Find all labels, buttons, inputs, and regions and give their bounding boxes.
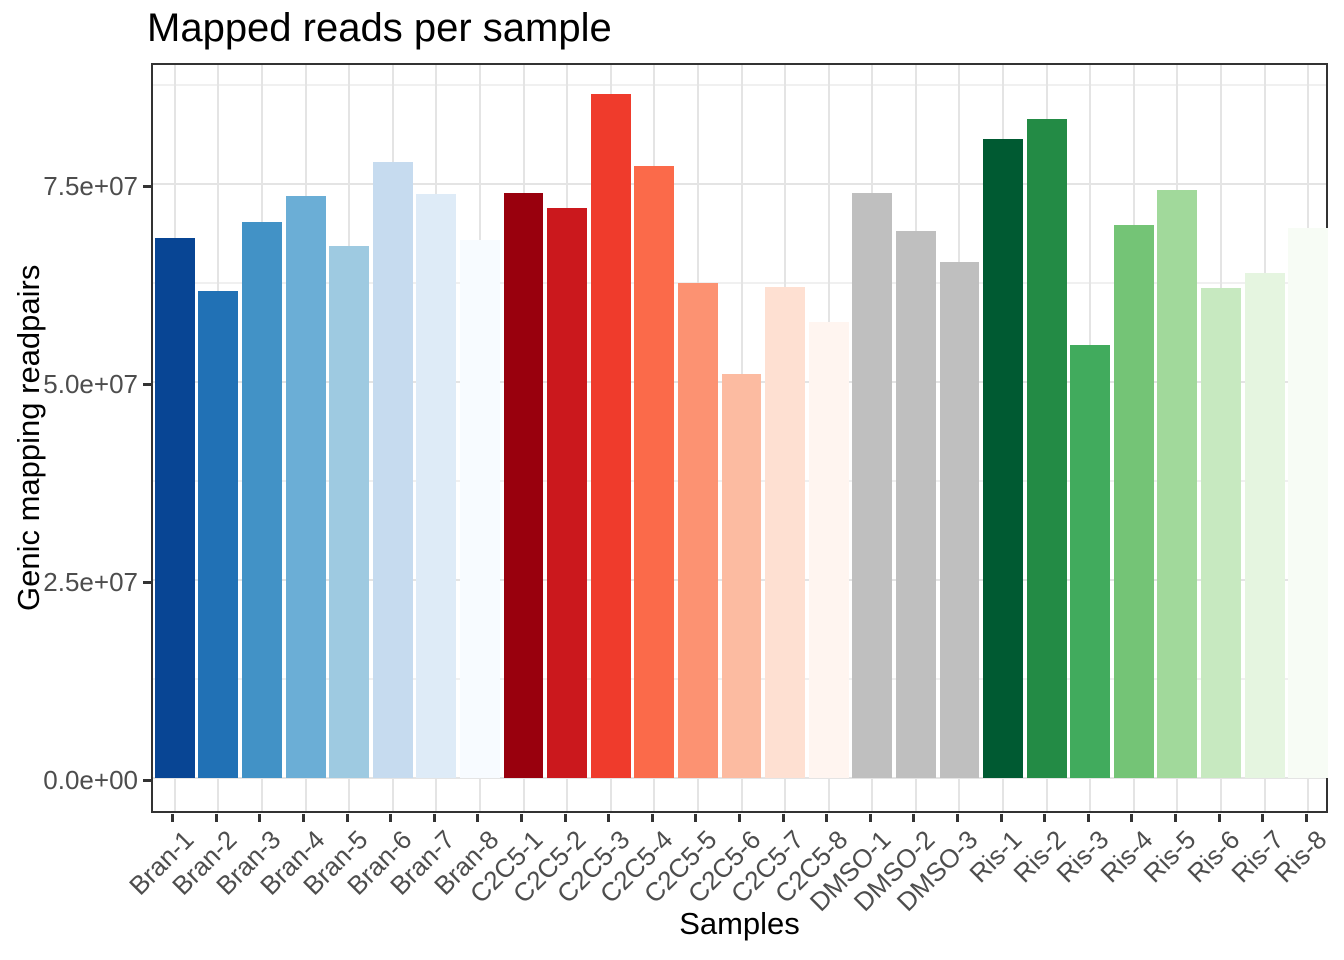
x-tick-mark [1173,814,1177,822]
gridline-major [153,182,1326,185]
bar-C2C5-6 [721,373,762,778]
bar-Ris-2 [1026,118,1067,778]
bar-DMSO-3 [939,262,980,778]
bar-Bran-7 [416,194,457,778]
bar-C2C5-1 [503,192,544,778]
y-tick-mark [143,382,151,386]
x-tick-mark [607,814,611,822]
x-tick-mark [912,814,916,822]
x-tick-mark [1043,814,1047,822]
x-tick-mark [520,814,524,822]
gridline-major [153,777,1326,779]
x-tick-mark [738,814,741,822]
chart-title: Mapped reads per sample [147,6,612,50]
bar-Ris-5 [1157,190,1198,778]
y-tick-mark [143,184,151,188]
bar-C2C5-2 [547,208,588,778]
x-tick-mark [214,814,218,822]
bar-Ris-4 [1113,225,1154,778]
bar-Ris-3 [1070,344,1111,778]
bar-Ris-1 [983,138,1023,778]
bar-C2C5-8 [808,322,849,778]
bar-Bran-2 [198,290,239,778]
bar-C2C5-4 [634,165,675,778]
y-tick-mark [143,779,151,782]
x-tick-mark [476,814,480,822]
bar-Bran-6 [372,162,413,778]
x-axis-title: Samples [679,906,800,941]
x-tick-mark [781,814,785,822]
x-tick-mark [825,814,829,822]
gridline-minor [153,281,1326,284]
y-tick-label: 0.0e+00 [43,765,138,795]
x-tick-mark [1261,814,1265,822]
x-tick-mark [389,814,393,822]
bar-Bran-8 [460,240,500,778]
x-tick-mark [1130,814,1134,822]
x-tick-mark [1086,814,1090,822]
x-tick-mark [650,814,654,822]
gridline-minor [153,83,1326,86]
y-tick-mark [143,580,151,584]
bar-Bran-1 [154,238,195,778]
x-tick-mark [999,814,1003,822]
x-tick-mark [955,814,959,822]
x-tick-mark [563,814,567,822]
x-tick-mark [868,814,872,822]
plot-panel [151,63,1329,813]
bar-Bran-4 [285,195,326,778]
bar-C2C5-3 [590,94,631,778]
bar-Ris-8 [1288,228,1329,778]
bar-DMSO-1 [852,192,893,778]
y-tick-label: 5.0e+07 [43,368,138,399]
bar-Bran-3 [242,221,282,778]
x-tick-mark [694,814,698,822]
x-tick-mark [171,814,175,822]
bar-Ris-6 [1201,287,1241,778]
x-tick-mark [258,814,262,822]
bar-C2C5-5 [677,282,718,778]
bar-Ris-7 [1244,272,1285,778]
bar-C2C5-7 [765,286,806,778]
y-tick-label: 7.5e+07 [43,170,138,201]
x-tick-mark [302,814,306,822]
x-tick-mark [345,814,349,822]
y-tick-label: 2.5e+07 [43,566,138,597]
bar-DMSO-2 [895,230,936,778]
x-tick-mark [1304,814,1308,822]
x-tick-mark [1217,814,1221,822]
x-tick-mark [432,814,436,822]
bar-Bran-5 [329,246,370,778]
